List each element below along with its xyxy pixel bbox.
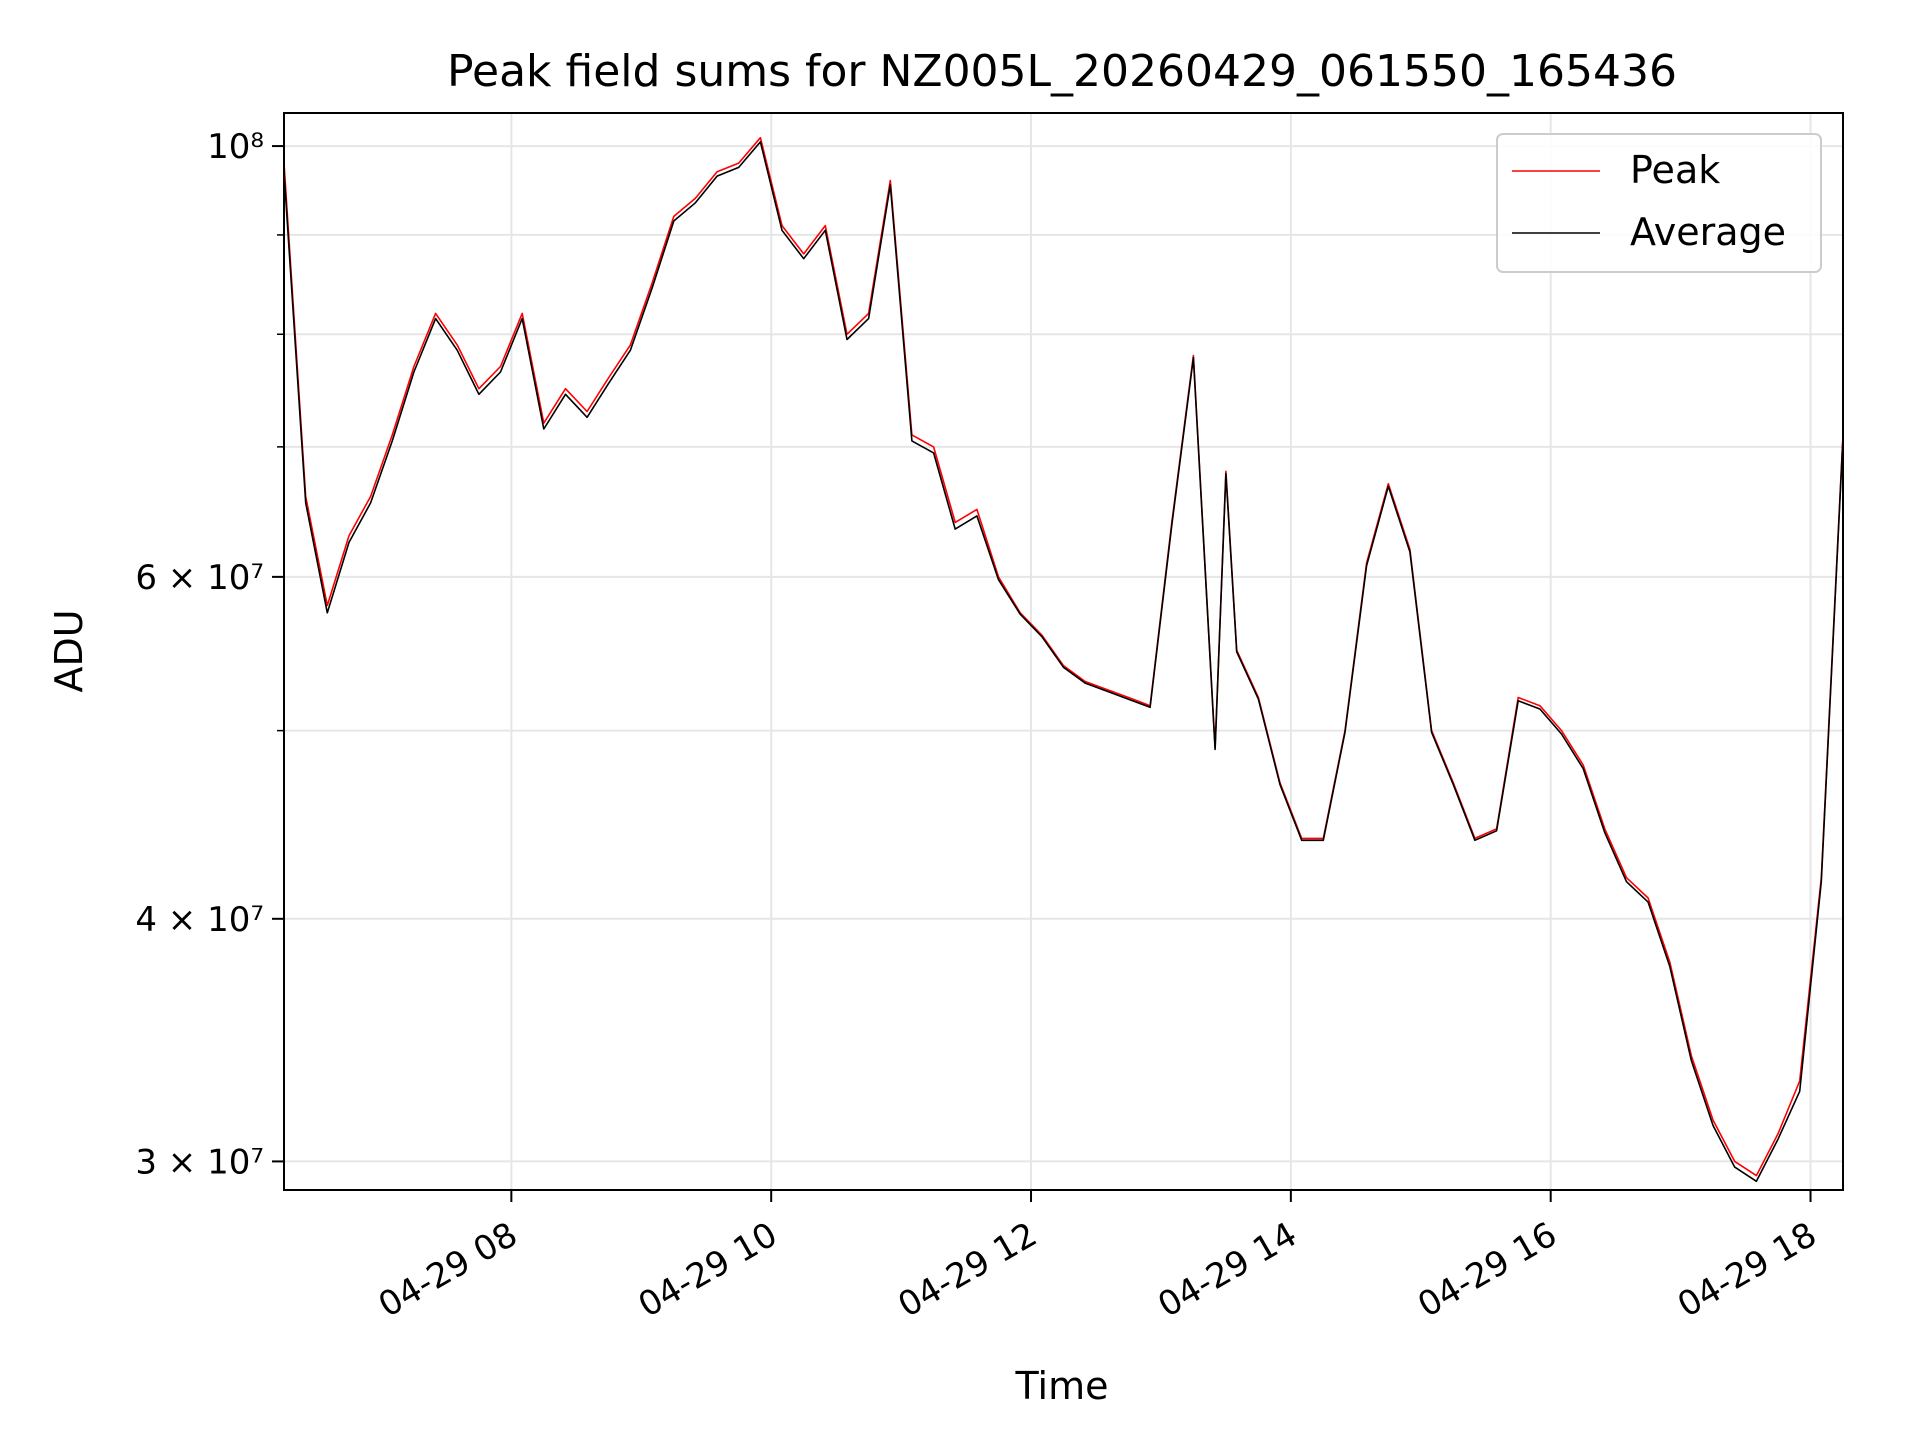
y-axis-label: ADU: [47, 609, 91, 692]
series-line-peak: [283, 136, 1844, 1177]
y-tick-label: 6 × 10⁷: [135, 558, 264, 598]
legend-peak-label: Peak: [1630, 148, 1720, 192]
legend: Peak Average: [1496, 133, 1822, 273]
y-tick-label: 4 × 10⁷: [135, 900, 264, 940]
y-tick-label: 3 × 10⁷: [135, 1142, 264, 1182]
chart-title: Peak field sums for NZ005L_20260429_0615…: [447, 46, 1677, 97]
legend-box: [1496, 133, 1822, 273]
x-axis-label: Time: [1015, 1364, 1109, 1408]
y-tick-label: 10⁸: [207, 127, 264, 167]
legend-average-label: Average: [1630, 210, 1786, 254]
plot-frame: [283, 112, 1844, 1191]
series-line-average: [283, 141, 1844, 1183]
plot-series: [283, 136, 1844, 1183]
